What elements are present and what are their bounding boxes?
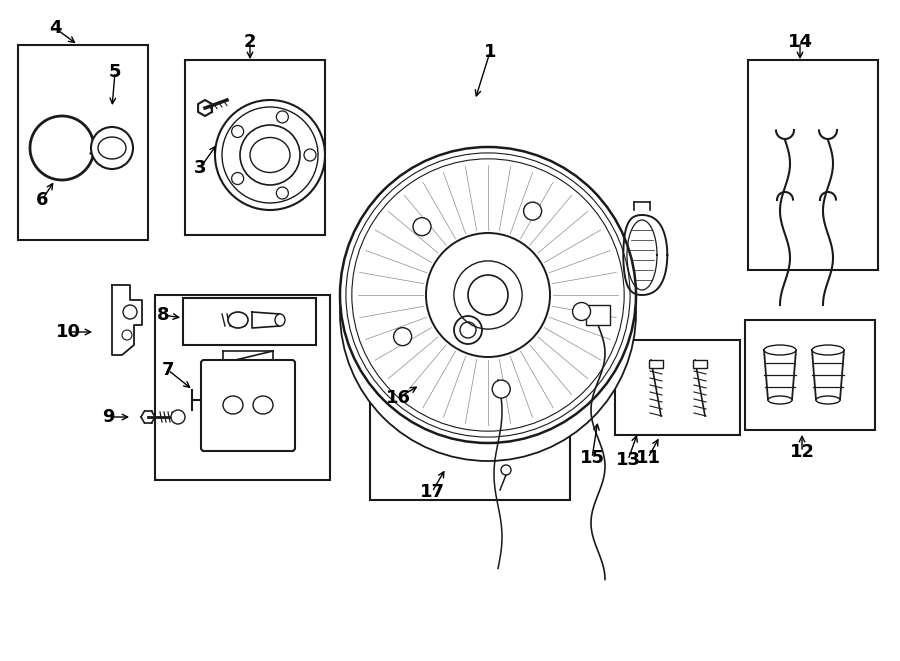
Bar (18, 45, 148, 240)
Bar (586, 305, 610, 325)
Bar (185, 60, 325, 235)
Text: 4: 4 (49, 19, 61, 37)
Bar (183, 298, 316, 345)
Text: 5: 5 (109, 63, 122, 81)
Text: 8: 8 (157, 306, 169, 324)
Circle shape (276, 187, 288, 199)
Ellipse shape (426, 233, 550, 357)
Ellipse shape (340, 147, 636, 443)
Circle shape (572, 303, 590, 321)
Circle shape (231, 126, 244, 137)
Text: 11: 11 (635, 449, 661, 467)
Bar (615, 340, 740, 435)
Bar (745, 320, 875, 430)
Ellipse shape (228, 312, 248, 328)
Text: 16: 16 (385, 389, 410, 407)
Circle shape (524, 202, 542, 220)
Bar (370, 255, 570, 500)
Circle shape (393, 328, 411, 346)
Text: 15: 15 (580, 449, 605, 467)
Text: 2: 2 (244, 33, 256, 51)
Ellipse shape (91, 127, 133, 169)
Ellipse shape (340, 165, 636, 461)
FancyBboxPatch shape (201, 360, 295, 451)
Polygon shape (198, 100, 212, 116)
Circle shape (304, 149, 316, 161)
Ellipse shape (816, 396, 840, 404)
Text: 13: 13 (616, 451, 641, 469)
Circle shape (240, 125, 300, 185)
Circle shape (276, 111, 288, 123)
Text: 12: 12 (789, 443, 814, 461)
Ellipse shape (768, 396, 792, 404)
Text: 3: 3 (194, 159, 206, 177)
Text: 14: 14 (788, 33, 813, 51)
Text: 6: 6 (36, 191, 49, 209)
Circle shape (413, 217, 431, 236)
Text: 17: 17 (419, 483, 445, 501)
Bar (693, 360, 707, 368)
Text: 10: 10 (56, 323, 80, 341)
Bar (155, 295, 330, 480)
Ellipse shape (812, 345, 844, 355)
Circle shape (231, 173, 244, 184)
Circle shape (492, 380, 510, 398)
Text: 7: 7 (162, 361, 175, 379)
Bar (748, 60, 878, 270)
Text: 1: 1 (484, 43, 496, 61)
Circle shape (215, 100, 325, 210)
Circle shape (171, 410, 185, 424)
Bar (649, 360, 663, 368)
Text: 9: 9 (102, 408, 114, 426)
Ellipse shape (764, 345, 796, 355)
Ellipse shape (275, 314, 285, 326)
